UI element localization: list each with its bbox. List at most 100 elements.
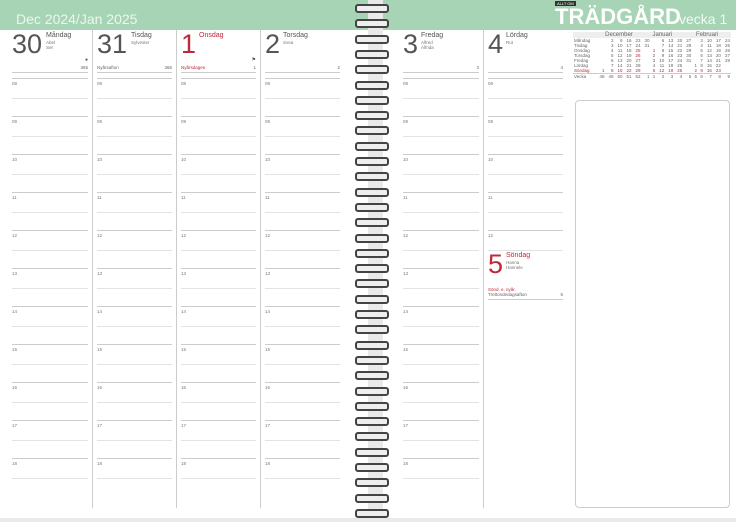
hour-row[interactable]: 11 xyxy=(403,192,479,230)
hour-row[interactable]: 15 xyxy=(403,344,479,382)
calendar-date[interactable]: 2 xyxy=(652,53,656,58)
calendar-date[interactable]: 16 xyxy=(626,38,632,43)
calendar-date[interactable]: 20 xyxy=(677,38,683,43)
hour-row[interactable]: 12 xyxy=(97,230,172,268)
calendar-date[interactable]: 26 xyxy=(724,48,730,53)
calendar-date[interactable]: 18 xyxy=(626,48,632,53)
calendar-date[interactable]: 1 xyxy=(601,68,605,73)
calendar-date[interactable]: 14 xyxy=(706,58,712,63)
week-number[interactable]: 6 xyxy=(700,74,703,79)
calendar-date[interactable]: 23 xyxy=(635,38,641,43)
week-number[interactable]: 51 xyxy=(626,74,632,79)
calendar-date[interactable]: 9 xyxy=(619,38,623,43)
calendar-date[interactable]: 27 xyxy=(686,38,692,43)
calendar-date[interactable]: 28 xyxy=(635,63,641,68)
hour-row[interactable]: 18 xyxy=(181,458,256,496)
calendar-date[interactable]: 16 xyxy=(668,53,674,58)
week-number[interactable]: 48 xyxy=(599,74,605,79)
hour-row[interactable]: 16 xyxy=(403,382,479,420)
hour-row[interactable]: 16 xyxy=(265,382,340,420)
calendar-date[interactable]: 4 xyxy=(652,63,656,68)
hour-row[interactable]: 16 xyxy=(181,382,256,420)
day-column[interactable]: 1 Onsdag Nyårsdagen 1 ⚑ 08 09 10 11 12 13 14 15 16 17 1… xyxy=(176,30,260,508)
calendar-date[interactable]: 1 xyxy=(694,63,698,68)
hour-row[interactable]: 12 xyxy=(403,230,479,268)
calendar-date[interactable]: 3 xyxy=(700,38,703,43)
calendar-date[interactable]: 26 xyxy=(635,53,641,58)
week-number[interactable]: 5 xyxy=(688,74,692,79)
calendar-date[interactable]: 18 xyxy=(715,43,721,48)
calendar-date[interactable]: 4 xyxy=(700,43,703,48)
calendar-date[interactable]: 6 xyxy=(610,58,614,63)
hour-row[interactable]: 13 xyxy=(12,268,88,306)
week-number[interactable]: 1 xyxy=(652,74,656,79)
hour-row[interactable]: 18 xyxy=(265,458,340,496)
calendar-date[interactable]: 5 xyxy=(610,53,614,58)
calendar-date[interactable]: 27 xyxy=(635,58,641,63)
hour-row[interactable]: 08 xyxy=(97,78,172,116)
calendar-date[interactable]: 15 xyxy=(668,48,674,53)
hour-row[interactable]: 08 xyxy=(488,78,563,116)
hour-row[interactable]: 14 xyxy=(403,306,479,344)
hour-row[interactable]: 09 xyxy=(265,116,340,154)
hour-row[interactable]: 17 xyxy=(403,420,479,458)
calendar-date[interactable]: 7 xyxy=(610,63,614,68)
week-number[interactable]: 3 xyxy=(670,74,674,79)
calendar-date[interactable]: 24 xyxy=(724,38,730,43)
day-column[interactable]: 3 Fredag Alfred Alfrida 3 08 09 10 11 12 13 14 15 16 1… xyxy=(399,30,483,508)
calendar-date[interactable]: 5 xyxy=(652,68,656,73)
calendar-date[interactable]: 20 xyxy=(715,53,721,58)
hour-row[interactable]: 13 xyxy=(181,268,256,306)
calendar-date[interactable]: 31 xyxy=(686,58,692,63)
calendar-date[interactable]: 30 xyxy=(644,38,650,43)
hour-row[interactable]: 13 xyxy=(97,268,172,306)
hour-row[interactable]: 15 xyxy=(12,344,88,382)
week-number[interactable]: 8 xyxy=(718,74,721,79)
calendar-date[interactable]: 9 xyxy=(661,53,665,58)
calendar-date[interactable]: 1 xyxy=(652,48,656,53)
calendar-date[interactable]: 25 xyxy=(677,63,683,68)
calendar-date[interactable]: 12 xyxy=(617,53,623,58)
week-number[interactable]: 50 xyxy=(617,74,623,79)
hour-row[interactable]: 14 xyxy=(181,306,256,344)
day-column[interactable]: 30 Måndag Abel Set 365 ● 08 09 10 11 12 13 14 15 16 17 1… xyxy=(8,30,92,508)
hour-row[interactable]: 09 xyxy=(488,116,563,154)
calendar-date[interactable]: 17 xyxy=(715,38,721,43)
calendar-date[interactable]: 26 xyxy=(677,68,683,73)
hour-row[interactable]: 11 xyxy=(12,192,88,230)
calendar-date[interactable]: 22 xyxy=(677,48,683,53)
calendar-date[interactable]: 27 xyxy=(724,53,730,58)
calendar-date[interactable]: 11 xyxy=(617,48,623,53)
calendar-date[interactable]: 3 xyxy=(610,43,614,48)
calendar-date[interactable]: 13 xyxy=(668,38,674,43)
calendar-date[interactable]: 15 xyxy=(706,63,712,68)
calendar-date[interactable]: 7 xyxy=(661,43,665,48)
hour-row[interactable]: 16 xyxy=(97,382,172,420)
hour-row[interactable]: 18 xyxy=(403,458,479,496)
hour-row[interactable]: 14 xyxy=(12,306,88,344)
calendar-date[interactable]: 17 xyxy=(668,58,674,63)
hour-row[interactable]: 17 xyxy=(97,420,172,458)
hour-row[interactable]: 11 xyxy=(488,192,563,230)
calendar-date[interactable]: 10 xyxy=(706,38,712,43)
hour-row[interactable]: 12 xyxy=(265,230,340,268)
hour-row[interactable]: 11 xyxy=(97,192,172,230)
calendar-date[interactable]: 28 xyxy=(686,43,692,48)
calendar-date[interactable]: 20 xyxy=(626,58,632,63)
calendar-date[interactable]: 13 xyxy=(706,53,712,58)
notes-box[interactable] xyxy=(575,100,730,508)
calendar-date[interactable]: 5 xyxy=(700,48,703,53)
hour-row[interactable]: 11 xyxy=(181,192,256,230)
day-column-sunday[interactable]: 5 Söndag Hanna Hannele Sönd. e. nyår. Tretton… xyxy=(483,250,567,508)
week-number[interactable]: 2 xyxy=(661,74,665,79)
calendar-date[interactable]: 6 xyxy=(661,38,665,43)
day-column[interactable]: 31 Tisdag Sylvester Nyårsafton 366 08 09 10 11 12… xyxy=(92,30,176,508)
calendar-date[interactable]: 25 xyxy=(635,48,641,53)
hour-row[interactable]: 13 xyxy=(403,268,479,306)
hour-row[interactable]: 18 xyxy=(97,458,172,496)
week-number[interactable]: 49 xyxy=(608,74,614,79)
hour-row[interactable]: 17 xyxy=(181,420,256,458)
hour-row[interactable]: 10 xyxy=(97,154,172,192)
calendar-date[interactable]: 29 xyxy=(686,48,692,53)
hour-row[interactable]: 12 xyxy=(181,230,256,268)
